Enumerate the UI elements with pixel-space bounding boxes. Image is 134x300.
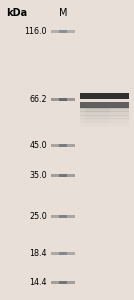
FancyBboxPatch shape bbox=[59, 174, 67, 177]
FancyBboxPatch shape bbox=[59, 281, 67, 284]
FancyBboxPatch shape bbox=[80, 111, 129, 113]
FancyBboxPatch shape bbox=[59, 30, 67, 33]
FancyBboxPatch shape bbox=[80, 93, 129, 99]
FancyBboxPatch shape bbox=[67, 281, 75, 284]
FancyBboxPatch shape bbox=[85, 106, 110, 108]
FancyBboxPatch shape bbox=[51, 215, 59, 218]
FancyBboxPatch shape bbox=[80, 113, 129, 114]
Text: 25.0: 25.0 bbox=[29, 212, 47, 221]
FancyBboxPatch shape bbox=[80, 107, 129, 109]
FancyBboxPatch shape bbox=[80, 116, 129, 117]
FancyBboxPatch shape bbox=[51, 251, 59, 254]
FancyBboxPatch shape bbox=[51, 144, 59, 147]
FancyBboxPatch shape bbox=[51, 281, 59, 284]
FancyBboxPatch shape bbox=[51, 98, 59, 100]
FancyBboxPatch shape bbox=[59, 144, 67, 147]
Text: 116.0: 116.0 bbox=[25, 27, 47, 36]
FancyBboxPatch shape bbox=[80, 109, 129, 110]
Text: 18.4: 18.4 bbox=[30, 248, 47, 257]
FancyBboxPatch shape bbox=[80, 118, 129, 120]
FancyBboxPatch shape bbox=[51, 174, 59, 177]
Text: 35.0: 35.0 bbox=[29, 171, 47, 180]
FancyBboxPatch shape bbox=[85, 109, 110, 112]
FancyBboxPatch shape bbox=[85, 107, 110, 110]
FancyBboxPatch shape bbox=[67, 144, 75, 147]
FancyBboxPatch shape bbox=[80, 110, 129, 112]
FancyBboxPatch shape bbox=[59, 215, 67, 218]
Text: M: M bbox=[59, 8, 67, 18]
FancyBboxPatch shape bbox=[80, 117, 129, 118]
FancyBboxPatch shape bbox=[59, 251, 67, 254]
Text: kDa: kDa bbox=[6, 8, 27, 18]
FancyBboxPatch shape bbox=[67, 174, 75, 177]
FancyBboxPatch shape bbox=[80, 102, 129, 108]
Text: 14.4: 14.4 bbox=[30, 278, 47, 287]
FancyBboxPatch shape bbox=[67, 215, 75, 218]
FancyBboxPatch shape bbox=[51, 30, 59, 33]
FancyBboxPatch shape bbox=[67, 251, 75, 254]
Text: 45.0: 45.0 bbox=[29, 141, 47, 150]
FancyBboxPatch shape bbox=[59, 98, 67, 100]
Text: 66.2: 66.2 bbox=[29, 94, 47, 103]
FancyBboxPatch shape bbox=[80, 114, 129, 116]
FancyBboxPatch shape bbox=[67, 98, 75, 100]
FancyBboxPatch shape bbox=[67, 30, 75, 33]
